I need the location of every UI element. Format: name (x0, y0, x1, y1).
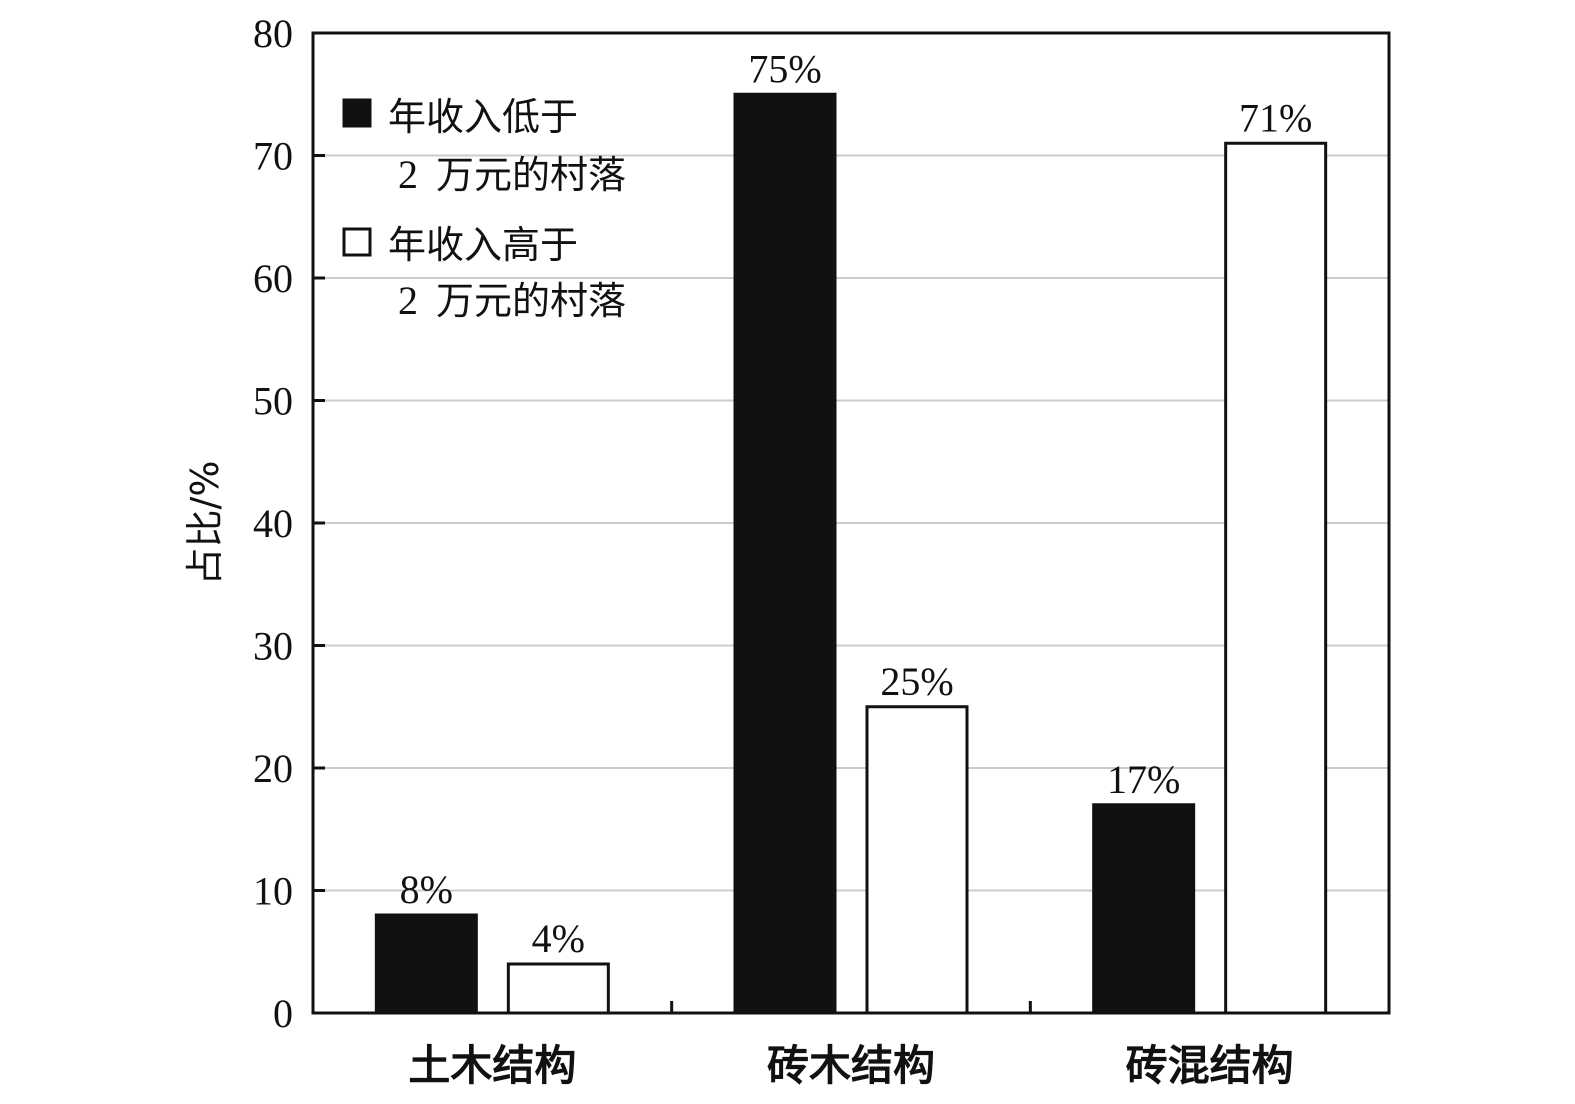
y-tick-label: 10 (253, 869, 293, 914)
y-tick-label: 50 (253, 379, 293, 424)
y-tick-label: 20 (253, 746, 293, 791)
y-tick-label: 60 (253, 256, 293, 301)
legend-label-low-income-line1: 年收入低于 (388, 95, 578, 139)
bars (374, 92, 1328, 1015)
bar-high-income (1224, 141, 1328, 1015)
y-tick-label: 70 (253, 134, 293, 179)
x-category-label: 土木结构 (408, 1041, 576, 1090)
bar-value-label: 8% (400, 867, 453, 912)
bar-high-income (865, 705, 969, 1015)
bar-low-income (1092, 803, 1196, 1015)
legend-label-low-income-num: 2 (398, 152, 418, 197)
legend-label-high-income-line1: 年收入高于 (388, 223, 578, 267)
y-tick-label: 0 (273, 991, 293, 1036)
y-tick-label: 40 (253, 501, 293, 546)
bar-value-label: 25% (880, 659, 953, 704)
legend-label-low-income-line2: 万元的村落 (436, 153, 626, 197)
y-tick-label: 80 (253, 11, 293, 56)
bar-low-income (733, 92, 837, 1015)
bar-low-income (374, 913, 478, 1015)
x-category-label: 砖木结构 (767, 1041, 935, 1090)
gridlines (313, 154, 1389, 892)
legend-swatch-high-income (342, 227, 372, 257)
data-labels: 8% 4% 75% 25% 17% 71% (400, 46, 1313, 961)
legend-label-high-income-line2: 万元的村落 (436, 279, 626, 323)
bar-value-label: 75% (748, 46, 821, 91)
y-tick-label: 30 (253, 624, 293, 669)
bar-high-income (506, 962, 610, 1015)
legend-label-high-income-num: 2 (398, 278, 418, 323)
x-axis-ticks: 土木结构 砖木结构 砖混结构 (408, 1001, 1294, 1090)
bar-value-label: 4% (532, 916, 585, 961)
y-axis-ticks: 0 10 20 30 40 50 60 70 80 (253, 11, 325, 1036)
x-category-label: 砖混结构 (1126, 1041, 1294, 1090)
bar-value-label: 71% (1239, 95, 1312, 140)
legend-swatch-low-income (342, 98, 372, 128)
bar-value-label: 17% (1107, 757, 1180, 802)
legend: 年收入低于 2 万元的村落 年收入高于 2 万元的村落 (342, 95, 626, 323)
y-axis-label: 占比/% (183, 461, 227, 586)
